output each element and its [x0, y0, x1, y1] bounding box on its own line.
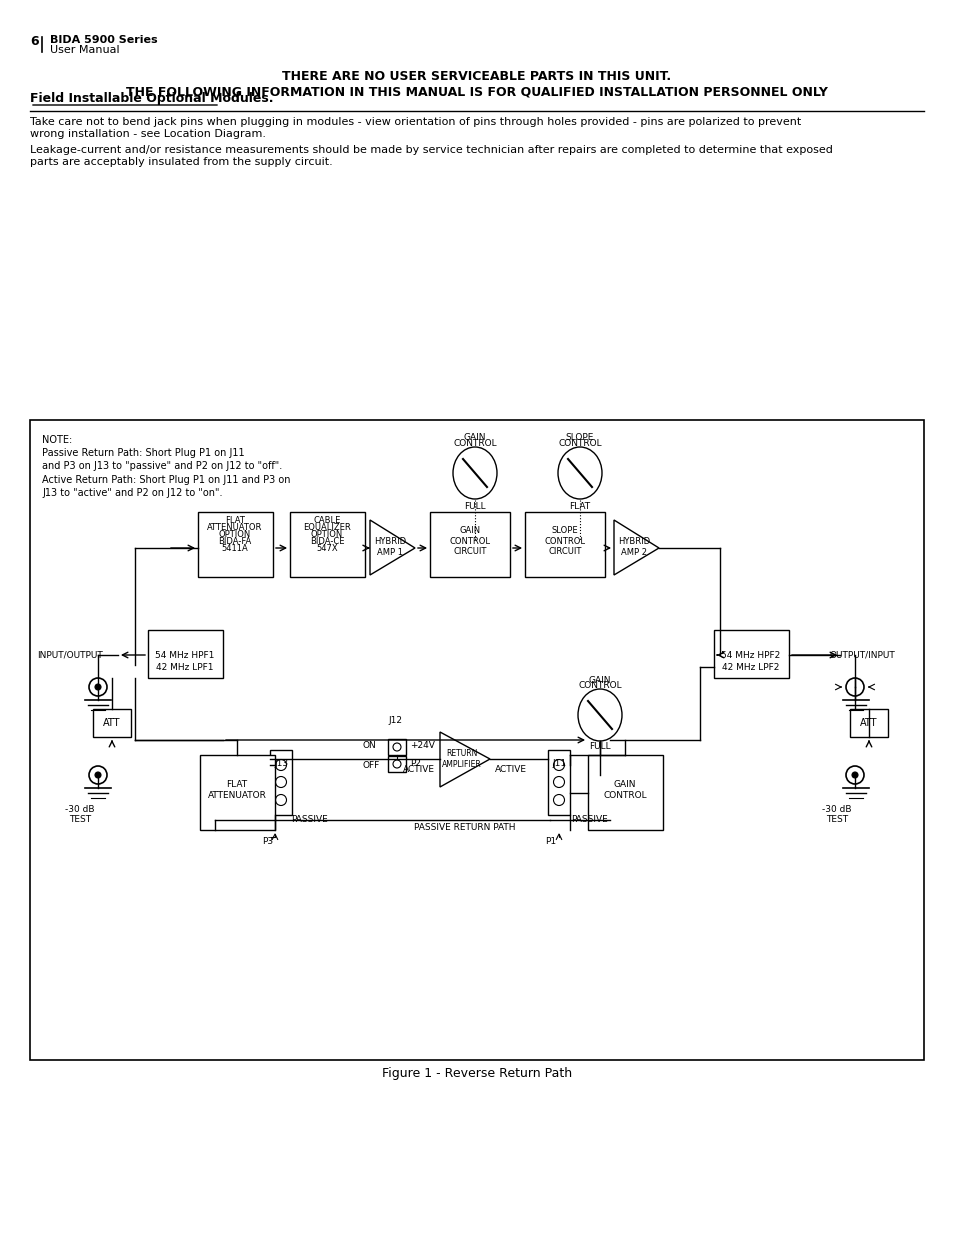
- Text: GAIN: GAIN: [588, 676, 611, 685]
- Circle shape: [89, 678, 107, 697]
- Bar: [388, 756, 406, 772]
- Circle shape: [275, 760, 286, 771]
- Text: -30 dB: -30 dB: [65, 805, 94, 814]
- Text: J11: J11: [553, 760, 566, 768]
- Text: THE FOLLOWING INFORMATION IN THIS MANUAL IS FOR QUALIFIED INSTALLATION PERSONNEL: THE FOLLOWING INFORMATION IN THIS MANUAL…: [126, 85, 827, 99]
- Text: P2: P2: [410, 758, 420, 767]
- Text: BIDA-CE: BIDA-CE: [310, 537, 344, 546]
- Circle shape: [89, 766, 107, 784]
- Text: Figure 1 - Reverse Return Path: Figure 1 - Reverse Return Path: [381, 1067, 572, 1079]
- Text: 42 MHz LPF2: 42 MHz LPF2: [721, 662, 779, 672]
- Text: EQUALIZER: EQUALIZER: [303, 522, 351, 532]
- Text: 54 MHz HPF1: 54 MHz HPF1: [155, 651, 214, 659]
- Text: OPTION: OPTION: [311, 530, 343, 538]
- Bar: [388, 739, 406, 755]
- Bar: [198, 513, 273, 577]
- Text: RETURN
AMPLIFIER: RETURN AMPLIFIER: [441, 750, 481, 768]
- Text: Field Installable Optional Modules.: Field Installable Optional Modules.: [30, 91, 274, 105]
- Circle shape: [393, 743, 400, 751]
- Text: BIDA 5900 Series: BIDA 5900 Series: [50, 35, 157, 44]
- Text: CONTROL: CONTROL: [578, 680, 621, 690]
- Bar: [547, 750, 569, 815]
- Text: HYBRID
AMP 2: HYBRID AMP 2: [618, 537, 649, 557]
- Text: PASSIVE RETURN PATH: PASSIVE RETURN PATH: [414, 823, 516, 831]
- Text: +24V: +24V: [410, 741, 435, 750]
- Text: CONTROL: CONTROL: [558, 438, 601, 448]
- Circle shape: [275, 777, 286, 788]
- Text: NOTE:
Passive Return Path: Short Plug P1 on J11
and P3 on J13 to "passive" and P: NOTE: Passive Return Path: Short Plug P1…: [42, 435, 291, 498]
- Text: ACTIVE: ACTIVE: [402, 766, 435, 774]
- Text: -30 dB: -30 dB: [821, 805, 851, 814]
- Bar: [849, 709, 887, 737]
- Bar: [148, 630, 223, 678]
- Bar: [524, 513, 604, 577]
- Text: FLAT: FLAT: [569, 501, 590, 511]
- Text: OFF: OFF: [363, 761, 380, 769]
- Text: HYBRID
AMP 1: HYBRID AMP 1: [374, 537, 406, 557]
- Circle shape: [845, 678, 863, 697]
- Polygon shape: [370, 520, 415, 576]
- Text: FULL: FULL: [464, 501, 485, 511]
- Text: P3: P3: [262, 837, 274, 846]
- Text: ATTENUATOR: ATTENUATOR: [207, 522, 262, 532]
- Text: ATT: ATT: [860, 718, 877, 727]
- Text: PASSIVE: PASSIVE: [292, 815, 328, 825]
- Bar: [200, 755, 274, 830]
- Text: INPUT/OUTPUT: INPUT/OUTPUT: [37, 651, 103, 659]
- Ellipse shape: [453, 447, 497, 499]
- Circle shape: [851, 772, 857, 778]
- Text: BIDA-FA: BIDA-FA: [218, 537, 252, 546]
- Bar: [587, 755, 662, 830]
- Text: GAIN
CONTROL: GAIN CONTROL: [602, 781, 646, 800]
- Text: TEST: TEST: [69, 815, 91, 824]
- Text: CABLE: CABLE: [313, 516, 340, 525]
- Circle shape: [95, 772, 101, 778]
- Circle shape: [393, 760, 400, 768]
- Circle shape: [275, 794, 286, 805]
- Text: J12: J12: [388, 716, 401, 725]
- Text: THERE ARE NO USER SERVICEABLE PARTS IN THIS UNIT.: THERE ARE NO USER SERVICEABLE PARTS IN T…: [282, 70, 671, 84]
- Text: SLOPE
CONTROL
CIRCUIT: SLOPE CONTROL CIRCUIT: [544, 526, 585, 556]
- Text: Take care not to bend jack pins when plugging in modules - view orientation of p: Take care not to bend jack pins when plu…: [30, 117, 801, 138]
- Text: GAIN
CONTROL
CIRCUIT: GAIN CONTROL CIRCUIT: [449, 526, 490, 556]
- Bar: [270, 750, 292, 815]
- Text: TEST: TEST: [825, 815, 847, 824]
- Text: ON: ON: [363, 741, 376, 750]
- Bar: [430, 513, 510, 577]
- Bar: [290, 513, 365, 577]
- Text: 5411A: 5411A: [221, 543, 248, 553]
- Polygon shape: [439, 732, 490, 787]
- Text: User Manual: User Manual: [50, 44, 119, 56]
- Text: CONTROL: CONTROL: [453, 438, 497, 448]
- Text: 54 MHz HPF2: 54 MHz HPF2: [720, 651, 780, 659]
- Text: FLAT
ATTENUATOR: FLAT ATTENUATOR: [208, 781, 266, 800]
- Text: OUTPUT/INPUT: OUTPUT/INPUT: [829, 651, 895, 659]
- Bar: [92, 709, 131, 737]
- Circle shape: [845, 766, 863, 784]
- Bar: [30, 420, 923, 1060]
- Text: J13: J13: [274, 760, 289, 768]
- Text: GAIN: GAIN: [463, 433, 486, 442]
- Text: FULL: FULL: [589, 742, 610, 751]
- Circle shape: [553, 760, 564, 771]
- Ellipse shape: [558, 447, 601, 499]
- Text: 42 MHz LPF1: 42 MHz LPF1: [156, 662, 213, 672]
- Bar: [713, 630, 788, 678]
- Circle shape: [553, 777, 564, 788]
- Text: OPTION: OPTION: [218, 530, 251, 538]
- Text: P1: P1: [545, 837, 556, 846]
- Text: 6: 6: [30, 35, 38, 48]
- Text: ATT: ATT: [103, 718, 121, 727]
- Text: FLAT: FLAT: [225, 516, 245, 525]
- Text: SLOPE: SLOPE: [565, 433, 594, 442]
- Text: 547X: 547X: [315, 543, 337, 553]
- Ellipse shape: [578, 689, 621, 741]
- Circle shape: [95, 684, 101, 690]
- Circle shape: [553, 794, 564, 805]
- Text: PASSIVE: PASSIVE: [571, 815, 608, 825]
- Text: ACTIVE: ACTIVE: [495, 766, 526, 774]
- Polygon shape: [614, 520, 659, 576]
- Text: Leakage-current and/or resistance measurements should be made by service technic: Leakage-current and/or resistance measur…: [30, 144, 832, 167]
